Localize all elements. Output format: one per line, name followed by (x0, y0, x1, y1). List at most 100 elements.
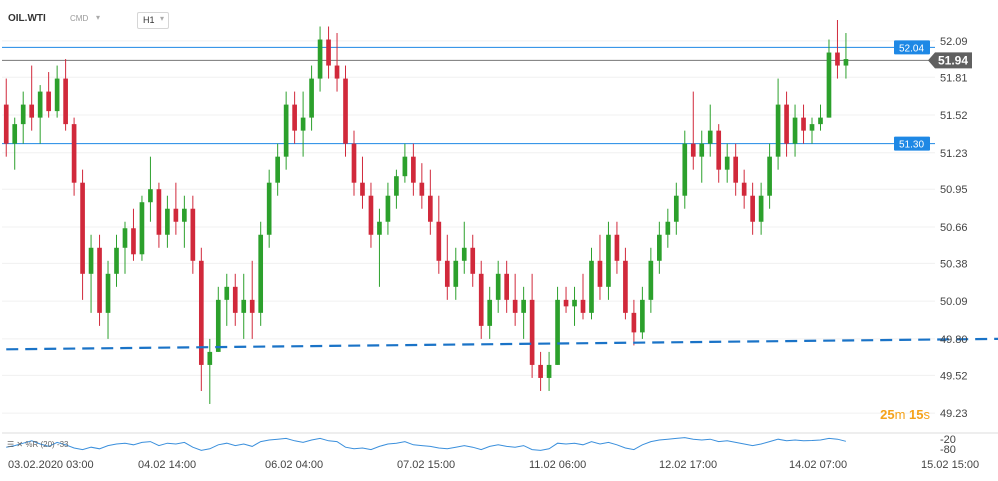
candle-body (623, 260, 628, 313)
indicator-icon[interactable]: ☰ ✕ (7, 440, 24, 449)
candle-body (351, 143, 357, 183)
y-tick-label: 50.38 (940, 258, 968, 270)
candle-body (71, 124, 77, 183)
timer-seconds: 15 (909, 407, 924, 422)
candle-body (733, 156, 739, 183)
y-tick-label: 50.09 (940, 296, 968, 308)
timeframe-select[interactable]: H1 (137, 12, 169, 29)
y-tick-label: 49.80 (940, 334, 968, 346)
y-tick-label: 51.52 (940, 110, 968, 122)
candle-body (775, 104, 781, 157)
timer-minutes: 25 (880, 407, 895, 422)
candle-body (114, 247, 119, 274)
candle-body (394, 176, 399, 196)
candle-body (792, 117, 798, 144)
candle-body (724, 156, 730, 170)
candle-body (538, 364, 543, 378)
candle-body (809, 124, 815, 131)
current-price-tag (928, 52, 972, 69)
candle-body (385, 195, 391, 222)
candle-body (182, 208, 187, 222)
candle-body (46, 91, 51, 112)
candle-body (640, 299, 645, 333)
candle-body (224, 286, 230, 300)
current-price-label: 51.94 (938, 53, 968, 67)
symbol-dropdown-icon[interactable]: ▾ (96, 13, 101, 22)
candle-body (843, 59, 849, 66)
candle-body (444, 260, 450, 287)
candle-body (377, 221, 382, 235)
candle-body (411, 156, 416, 183)
candle-body (453, 260, 459, 287)
x-tick-label: 06.02 04:00 (265, 459, 323, 471)
candle-body (368, 195, 374, 235)
candle-body (818, 117, 823, 125)
candle-body (156, 189, 162, 235)
candle-body (232, 286, 238, 313)
candle-countdown-timer: 25m 15s (880, 407, 930, 422)
candle-body (190, 208, 196, 261)
candle-body (758, 195, 764, 222)
candle-body (80, 182, 85, 274)
x-tick-label: 07.02 15:00 (397, 459, 455, 471)
candle-body (606, 234, 611, 287)
candle-body (478, 273, 484, 326)
y-tick-label: 50.66 (940, 222, 968, 234)
x-tick-label: 14.02 07:00 (789, 459, 847, 471)
candle-body (173, 208, 179, 222)
trendlines[interactable] (6, 32, 998, 351)
candle-body (521, 299, 526, 313)
candle-body (275, 156, 280, 183)
timer-seconds-unit: s (923, 407, 931, 422)
indicator-tick-label: -80 (940, 444, 956, 456)
candle-body (427, 195, 433, 222)
indicator-label[interactable]: ☰ ✕ %R (20) -33 (7, 440, 68, 449)
candle-body (258, 234, 264, 313)
candle-body (309, 78, 314, 118)
candle-body (784, 104, 789, 144)
candles (3, 20, 849, 404)
candle-body (572, 299, 577, 307)
y-tick-label: 51.23 (940, 148, 968, 160)
x-tick-label: 15.02 15:00 (921, 459, 979, 471)
candle-body (495, 273, 501, 300)
x-tick-label: 11.02 06:00 (529, 459, 586, 471)
candle-body (529, 299, 535, 365)
x-tick-label: 04.02 14:00 (138, 459, 196, 471)
williams-r-line (6, 437, 847, 451)
instrument-type: CMD (70, 14, 89, 23)
candle-body (512, 299, 518, 313)
level-tag (894, 40, 930, 55)
candle-body (589, 260, 594, 313)
candle-body (741, 182, 747, 196)
candle-body (29, 104, 35, 118)
candle-body (317, 39, 323, 79)
candle-body (12, 124, 18, 144)
candle-body (3, 104, 9, 144)
candle-body (54, 78, 60, 112)
candle-body (343, 78, 348, 144)
candle-body (504, 273, 510, 300)
candle-body (283, 104, 289, 157)
candle-body (750, 195, 755, 222)
candle-body (165, 208, 170, 235)
y-tick-label: 49.52 (940, 370, 968, 382)
level-tag (894, 136, 930, 151)
level-tag-label: 51.30 (899, 140, 924, 151)
candle-body (105, 273, 111, 313)
candle-body (300, 117, 306, 131)
timeframe-dropdown-icon[interactable]: ▾ (160, 14, 165, 23)
time-axis[interactable]: 03.02.2020 03:00 04.02 14:00 06.02 04:00 07… (8, 459, 979, 471)
candle-body (402, 156, 408, 177)
indicator-tick-label: -20 (940, 434, 956, 446)
y-tick-label: 51.81 (940, 72, 968, 84)
candle-body (665, 221, 671, 235)
candle-body (139, 202, 145, 255)
trendline (6, 337, 998, 351)
symbol-name[interactable]: OIL.WTI (8, 13, 46, 24)
candle-body (707, 130, 713, 144)
price-axis[interactable]: 52.09 51.81 51.52 51.23 50.95 50.66 50.38 50.09… (940, 36, 968, 420)
candle-body (597, 260, 603, 287)
